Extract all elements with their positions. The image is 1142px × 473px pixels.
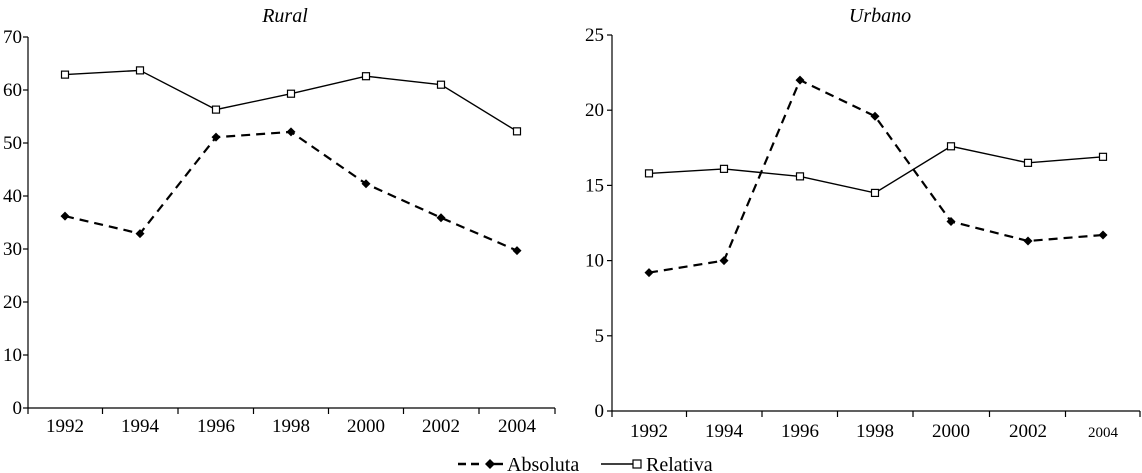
y-tick-label: 0 <box>595 401 605 422</box>
y-tick-label: 50 <box>3 133 22 154</box>
y-tick-label: 10 <box>585 251 604 272</box>
data-point-relativa <box>60 70 70 79</box>
data-point-absoluta <box>135 229 145 239</box>
y-tick-label: 25 <box>585 25 604 46</box>
data-point-absoluta <box>60 211 70 221</box>
data-point-absoluta <box>719 256 729 266</box>
data-point-absoluta <box>436 213 446 223</box>
y-tick-label: 5 <box>595 326 605 347</box>
y-tick-label: 20 <box>3 292 22 313</box>
series-relativa <box>60 66 522 136</box>
chart-legend: Absoluta Relativa <box>458 454 713 473</box>
y-tick-label: 70 <box>3 27 22 48</box>
x-tick-label: 1994 <box>121 416 160 437</box>
data-point-absoluta <box>1023 236 1033 246</box>
data-point-relativa <box>719 164 729 173</box>
legend-label-absoluta: Absoluta <box>507 454 579 473</box>
data-point-absoluta <box>1098 230 1108 240</box>
y-tick-label: 20 <box>585 100 604 121</box>
x-tick-label: 1998 <box>856 421 894 442</box>
x-tick-label: 2004 <box>498 416 537 437</box>
panel-rural: Rural 0 10 20 30 40 50 60 70 1992 1994 1996 1998 2000… <box>3 5 556 437</box>
y-tick-label: 30 <box>3 239 22 260</box>
series-absoluta <box>644 75 1108 278</box>
data-point-absoluta <box>946 216 956 226</box>
series-relativa <box>644 142 1108 198</box>
x-tick-label: 1996 <box>197 416 235 437</box>
data-point-absoluta <box>211 132 221 142</box>
data-point-relativa <box>436 80 446 89</box>
data-point-absoluta <box>512 246 522 256</box>
data-point-absoluta <box>870 111 880 121</box>
chart-title: Rural <box>261 5 308 27</box>
y-tick-label: 15 <box>585 175 604 196</box>
data-point-relativa <box>870 188 880 198</box>
chart-title: Urbano <box>849 5 911 27</box>
data-point-relativa <box>644 169 654 178</box>
data-point-relativa <box>795 172 805 181</box>
x-tick-label: 2000 <box>932 421 970 442</box>
data-point-relativa <box>1098 152 1108 161</box>
y-tick-label: 60 <box>3 80 22 101</box>
data-point-absoluta <box>644 268 654 278</box>
series-absoluta <box>60 127 522 256</box>
data-point-relativa <box>135 66 145 75</box>
series-line-relativa <box>648 145 1104 194</box>
x-tick-label: 1998 <box>272 416 310 437</box>
series-line-absoluta <box>64 130 518 252</box>
y-tick-label: 10 <box>3 345 22 366</box>
data-point-relativa <box>946 142 956 151</box>
x-tick-label: 2004 <box>1088 425 1119 441</box>
x-tick-label: 2000 <box>347 416 385 437</box>
x-tick-label: 2002 <box>422 416 460 437</box>
data-point-absoluta <box>286 127 296 137</box>
x-tick-label: 1994 <box>705 421 744 442</box>
panel-urbano: Urbano 0 5 10 15 20 25 1992 1994 1996 1998 2000 2002… <box>585 5 1141 442</box>
legend-relativa-marker <box>632 459 642 469</box>
data-point-relativa <box>1023 158 1033 167</box>
x-tick-label: 1996 <box>781 421 819 442</box>
data-point-relativa <box>286 89 296 98</box>
legend-label-relativa: Relativa <box>646 454 713 473</box>
data-point-absoluta <box>361 179 371 189</box>
series-line-relativa <box>64 69 518 132</box>
x-tick-label: 2002 <box>1009 421 1047 442</box>
y-tick-label: 40 <box>3 186 22 207</box>
x-tick-label: 1992 <box>46 416 84 437</box>
data-point-relativa <box>512 127 522 136</box>
y-tick-label: 0 <box>13 398 23 419</box>
x-tick-label: 1992 <box>630 421 668 442</box>
data-point-absoluta <box>795 75 805 85</box>
series-line-absoluta <box>648 78 1104 274</box>
data-point-relativa <box>361 72 371 81</box>
data-point-relativa <box>211 105 221 114</box>
